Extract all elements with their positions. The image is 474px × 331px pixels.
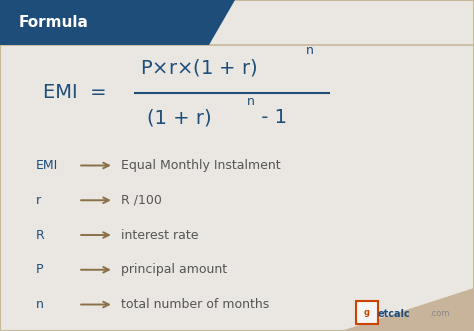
Text: n: n [306,44,314,57]
Text: R /100: R /100 [121,194,162,207]
Text: EMI: EMI [36,159,58,172]
Text: etcalc: etcalc [378,309,410,319]
Bar [0,0,209,45]
Text: n: n [36,298,44,311]
FancyBboxPatch shape [356,301,378,324]
Text: g: g [364,308,370,317]
Text: - 1: - 1 [255,108,287,127]
Text: EMI  =: EMI = [43,83,106,102]
Text: P$\times$r$\times$(1 + r): P$\times$r$\times$(1 + r) [140,57,257,78]
Polygon shape [341,288,474,331]
Text: n: n [246,95,255,108]
Text: r: r [36,194,41,207]
Text: .com: .com [429,309,450,318]
Text: Equal Monthly Instalment: Equal Monthly Instalment [121,159,281,172]
Text: P: P [36,263,43,276]
Text: principal amount: principal amount [121,263,227,276]
Polygon shape [209,0,235,45]
Text: total number of months: total number of months [121,298,269,311]
Text: (1 + r): (1 + r) [147,108,211,127]
Text: interest rate: interest rate [121,228,199,242]
Text: Formula: Formula [19,15,89,30]
Text: R: R [36,228,44,242]
